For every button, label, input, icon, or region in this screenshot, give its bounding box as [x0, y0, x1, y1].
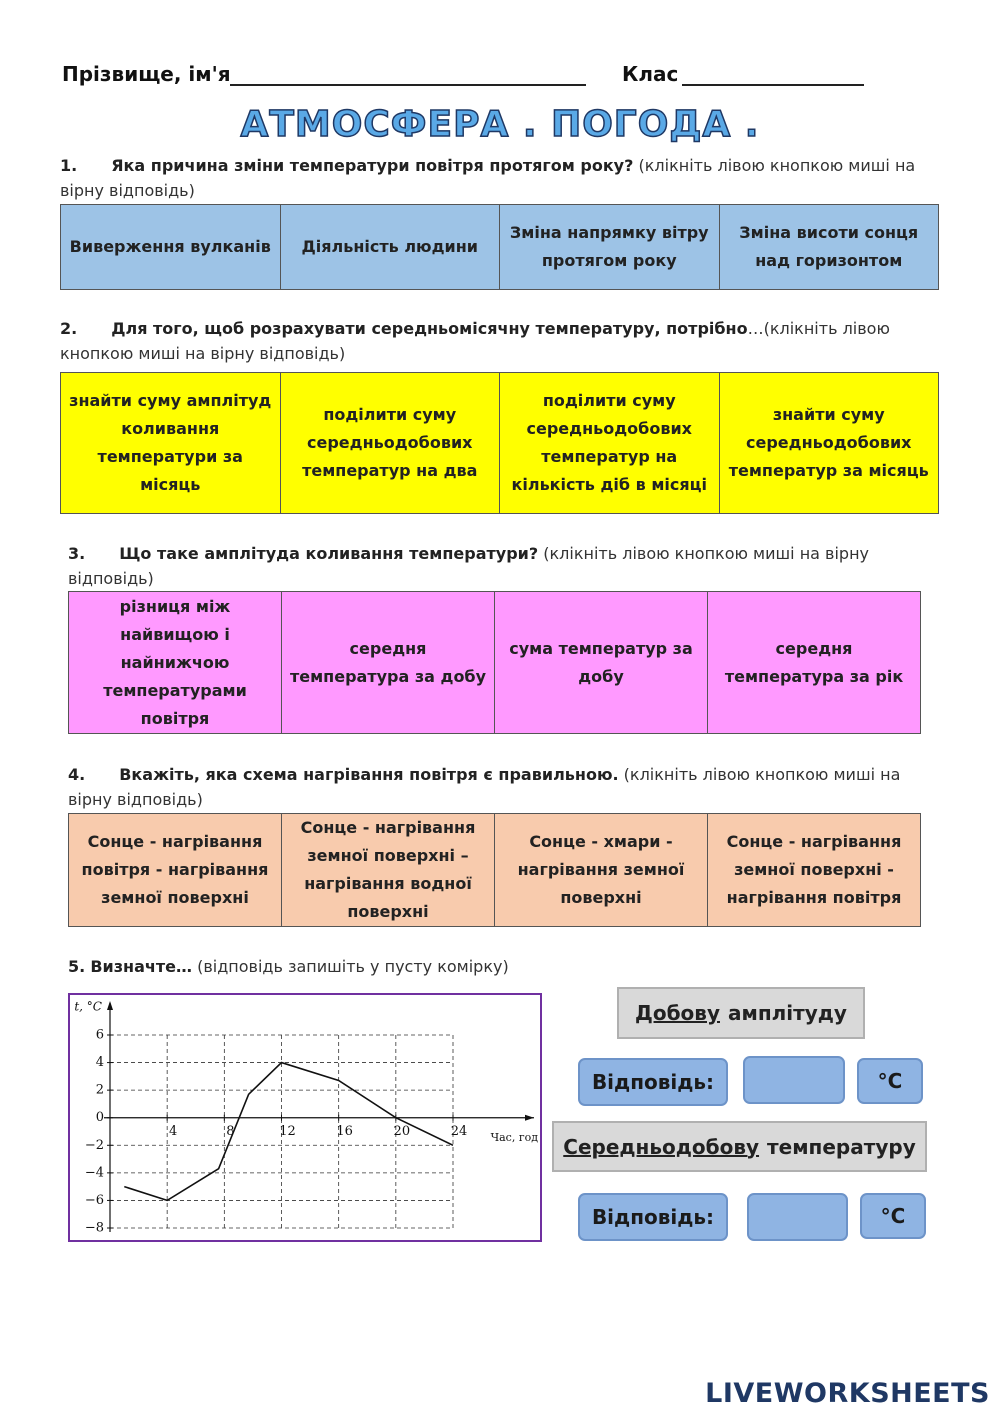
question: 4. Вкажіть, яка схема нагрівання повітря … — [68, 762, 928, 812]
q-number: 4. — [68, 765, 86, 784]
unit-label: °C — [857, 1058, 923, 1104]
option[interactable]: Сонце - нагрівання земної поверхні - наг… — [707, 814, 920, 926]
question: 2. Для того, щоб розрахувати середньоміся… — [60, 316, 940, 366]
option[interactable]: Сонце - нагрівання повітря - нагрівання … — [81, 832, 269, 907]
option[interactable]: Сонце - хмари - нагрівання земної поверх… — [494, 814, 707, 926]
q-text: Для того, щоб розрахувати середньомісячн… — [111, 319, 748, 338]
name-line — [230, 84, 586, 86]
option[interactable]: різниця між найвищою і найнижчою темпера… — [103, 596, 247, 728]
question: 5. Визначте… (відповідь запишіть у пусту… — [68, 954, 668, 979]
answer-input[interactable] — [743, 1056, 845, 1104]
answer-label: Відповідь: — [578, 1193, 728, 1241]
prompt-rest: температуру — [767, 1134, 916, 1159]
option[interactable]: Зміна висоти сонця над горизонтом — [718, 205, 939, 289]
option[interactable]: поділити суму середньодобових температур… — [279, 373, 500, 513]
option[interactable]: середня температура за добу — [281, 592, 494, 733]
y-tick-label: 0 — [96, 1110, 104, 1125]
x-tick-label: 16 — [336, 1124, 353, 1139]
question: 3. Що таке амплітуда коливання температур… — [68, 541, 928, 591]
y-tick-label: −6 — [85, 1193, 104, 1208]
q-hint: …(клікніть лівою кнопкою миші на вірну в… — [60, 319, 890, 363]
q-number: 2. — [60, 319, 78, 338]
option[interactable]: Виверження вулканів — [69, 237, 271, 256]
y-tick-label: −4 — [85, 1165, 104, 1180]
x-tick-label: 8 — [226, 1124, 234, 1139]
answer-input[interactable] — [747, 1193, 848, 1241]
q-number: 5. — [68, 957, 86, 976]
option[interactable]: поділити суму середньодобових температур… — [499, 373, 719, 513]
option[interactable]: Зміна напрямку вітру протягом року — [499, 205, 719, 289]
y-axis-label: t, °C — [74, 1000, 102, 1014]
title: АТМОСФЕРА . ПОГОДА . — [240, 103, 760, 146]
q-text: Визначте… — [90, 957, 192, 976]
q-hint: (відповідь запишіть у пусту комірку) — [197, 957, 509, 976]
prompt-rest: амплітуду — [727, 1001, 847, 1025]
options-row: знайти суму амплітуд коливання температу… — [60, 372, 939, 514]
options-row: різниця між найвищою і найнижчою темпера… — [68, 591, 921, 734]
y-tick-label: 4 — [96, 1055, 104, 1070]
class-line — [682, 84, 864, 86]
y-arrow — [107, 1001, 113, 1010]
footer-logo: LIVEWORKSHEETS — [705, 1378, 990, 1409]
question: 1. Яка причина зміни температури повітря … — [60, 153, 930, 203]
x-tick-label: 20 — [394, 1124, 411, 1139]
y-tick-label: −8 — [85, 1221, 104, 1236]
answer-label: Відповідь: — [578, 1058, 728, 1106]
class-label: Клас — [622, 62, 679, 86]
y-tick-label: 2 — [96, 1083, 104, 1098]
x-tick-label: 24 — [451, 1124, 468, 1139]
prompt-box: Добову амплітуду — [617, 987, 865, 1039]
data-line — [124, 1061, 454, 1202]
q-hint: (клікніть лівою кнопкою миші на вірну ві… — [60, 156, 916, 200]
q-text: Вкажіть, яка схема нагрівання повітря є … — [119, 765, 619, 784]
prompt-underlined: Середньодобову — [563, 1134, 760, 1159]
x-tick-label: 12 — [279, 1124, 296, 1139]
x-arrow — [525, 1114, 534, 1121]
q-hint: (клікніть лівою кнопкою миші на вірну ві… — [68, 765, 901, 809]
q-text: Що таке амплітуда коливання температури? — [119, 544, 539, 563]
q-text: Яка причина зміни температури повітря пр… — [111, 156, 634, 175]
prompt-box: Середньодобову температуру — [552, 1121, 927, 1172]
q-number: 3. — [68, 544, 86, 563]
y-tick-label: −2 — [85, 1138, 104, 1153]
unit-label: °C — [860, 1193, 926, 1239]
x-axis-label: Час, год — [491, 1131, 539, 1144]
option[interactable]: сума температур за добу — [494, 592, 707, 733]
x-tick-label: 4 — [169, 1124, 177, 1139]
prompt-underlined: Добову — [635, 1001, 720, 1025]
option[interactable]: Сонце - нагрівання земної поверхні – наг… — [281, 814, 494, 926]
option[interactable]: знайти суму середньодобових температур з… — [718, 373, 939, 513]
q-number: 1. — [60, 156, 78, 175]
y-tick-label: 6 — [96, 1028, 104, 1043]
option[interactable]: середня температура за рік — [707, 592, 920, 733]
options-row: Сонце - нагрівання повітря - нагрівання … — [68, 813, 921, 927]
q-hint: (клікніть лівою кнопкою миші на вірну ві… — [68, 544, 869, 588]
option[interactable]: Діяльність людини — [279, 205, 500, 289]
option[interactable]: знайти суму амплітуд коливання температу… — [69, 391, 272, 494]
options-row: Виверження вулканів Діяльність людини Змін… — [60, 204, 939, 290]
name-label: Прізвище, ім'я — [62, 62, 231, 86]
